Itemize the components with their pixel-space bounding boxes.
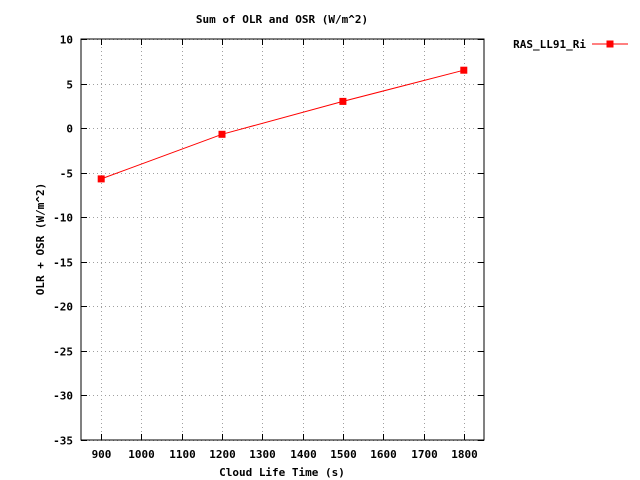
x-tick-label: 1400 bbox=[290, 448, 317, 461]
y-tick-label: -30 bbox=[53, 390, 73, 403]
grid-lines bbox=[81, 39, 484, 441]
x-tick-label: 1200 bbox=[209, 448, 236, 461]
chart-title: Sum of OLR and OSR (W/m^2) bbox=[196, 13, 368, 26]
x-tick-label: 1500 bbox=[330, 448, 357, 461]
data-point bbox=[218, 130, 226, 138]
y-tick-label: 10 bbox=[60, 34, 73, 47]
tick-labels: 900 1000 1100 1200 1300 1400 1500 1600 1700 1800 1… bbox=[53, 34, 478, 462]
data-point bbox=[97, 175, 105, 183]
y-tick-label: -20 bbox=[53, 301, 73, 314]
y-axis-label: OLR + OSR (W/m^2) bbox=[34, 183, 47, 296]
y-tick-label: -10 bbox=[53, 212, 73, 225]
y-tick-label: -5 bbox=[60, 168, 73, 181]
series-line bbox=[101, 69, 464, 180]
x-tick-label: 1300 bbox=[249, 448, 276, 461]
y-tick-label: -35 bbox=[53, 435, 73, 448]
x-tick-label: 1700 bbox=[411, 448, 438, 461]
plot-frame bbox=[80, 38, 485, 441]
y-tick-label: 5 bbox=[66, 79, 73, 92]
data-point bbox=[339, 97, 347, 105]
legend-label: RAS_LL91_Ri bbox=[513, 38, 586, 51]
x-tick-label: 1000 bbox=[128, 448, 155, 461]
x-tick-label: 1800 bbox=[451, 448, 478, 461]
x-tick-label: 1600 bbox=[370, 448, 397, 461]
legend: RAS_LL91_Ri bbox=[513, 38, 628, 51]
x-tick-label: 1100 bbox=[169, 448, 196, 461]
y-tick-label: -25 bbox=[53, 346, 73, 359]
y-tick-label: 0 bbox=[66, 123, 73, 136]
x-tick-label: 900 bbox=[92, 448, 112, 461]
x-axis-label: Cloud Life Time (s) bbox=[219, 466, 345, 479]
series-layer bbox=[97, 66, 468, 183]
legend-marker bbox=[606, 40, 614, 48]
data-point bbox=[460, 66, 468, 74]
y-tick-label: -15 bbox=[53, 257, 73, 270]
